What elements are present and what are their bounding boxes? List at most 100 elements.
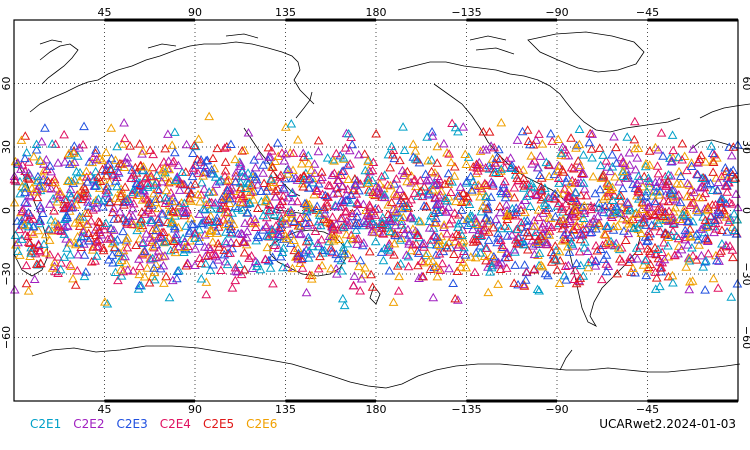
observation-marker (181, 261, 192, 270)
observation-marker (260, 254, 271, 263)
observation-marker (554, 216, 565, 225)
observation-marker (388, 297, 399, 306)
observation-marker (395, 184, 405, 193)
observation-marker (529, 221, 540, 230)
observation-marker (270, 192, 281, 201)
observation-marker (25, 191, 36, 201)
observation-marker (403, 203, 414, 212)
observation-marker (178, 202, 189, 212)
observation-marker (595, 160, 606, 170)
observation-marker (650, 284, 661, 293)
observation-marker (87, 157, 98, 167)
legend: C2E1 C2E2 C2E3 C2E4 C2E5 C2E6 (30, 417, 277, 431)
observation-marker (295, 213, 306, 223)
observation-marker (154, 231, 164, 241)
top-tick-label: 45 (98, 6, 112, 19)
observation-marker (573, 156, 584, 165)
observation-marker (187, 171, 198, 181)
observation-marker (415, 217, 426, 226)
observation-marker (73, 249, 83, 259)
observation-marker (344, 145, 355, 155)
observation-marker (286, 213, 296, 222)
observation-marker (595, 184, 605, 194)
observation-marker (583, 257, 594, 267)
observation-marker (367, 282, 378, 291)
observation-marker (101, 188, 112, 198)
observation-marker (106, 153, 117, 163)
observation-marker (629, 134, 640, 144)
observation-marker (196, 274, 207, 283)
observation-marker (264, 205, 275, 215)
observation-marker (500, 252, 511, 262)
observation-marker (288, 148, 299, 157)
observation-marker (220, 227, 231, 236)
observation-marker (492, 237, 502, 247)
observation-marker (364, 211, 374, 220)
observation-marker (29, 186, 40, 196)
observation-marker (612, 268, 623, 278)
observation-marker (287, 229, 297, 238)
observation-marker (472, 236, 482, 245)
observation-marker (12, 246, 23, 255)
observation-marker (204, 111, 215, 121)
observation-marker (705, 211, 716, 221)
observation-marker (660, 229, 670, 239)
observation-marker (640, 255, 651, 265)
observation-marker (68, 273, 78, 283)
observation-marker (681, 262, 692, 271)
observation-marker (518, 165, 529, 174)
observation-marker (395, 258, 406, 268)
observation-marker (575, 234, 586, 244)
observation-marker (374, 227, 385, 236)
observation-marker (195, 157, 206, 166)
observation-marker (543, 192, 554, 201)
observation-marker (577, 202, 587, 212)
observation-marker (386, 141, 397, 151)
observation-marker (220, 208, 230, 217)
observation-marker (429, 262, 439, 272)
observation-marker (282, 262, 293, 271)
observation-marker (726, 292, 737, 301)
observation-marker (239, 247, 250, 257)
observation-marker (336, 255, 347, 265)
observation-marker (79, 231, 89, 240)
observation-marker (90, 166, 101, 176)
observation-marker (385, 162, 396, 172)
observation-marker (352, 206, 362, 216)
observation-marker (565, 214, 575, 223)
observation-marker (260, 196, 271, 206)
observation-marker (373, 204, 384, 213)
observation-marker (119, 133, 130, 143)
observation-marker (113, 257, 124, 267)
observation-marker (345, 197, 356, 207)
observation-marker (651, 273, 662, 282)
observation-marker (95, 217, 105, 227)
observation-marker (316, 167, 327, 176)
observation-marker (399, 191, 410, 200)
observation-marker (541, 205, 551, 214)
observation-marker (350, 220, 361, 230)
observation-marker (431, 250, 441, 259)
observation-marker (108, 225, 119, 234)
observation-marker (278, 183, 289, 192)
observation-marker (488, 168, 499, 177)
observation-marker (563, 150, 574, 160)
observation-marker (493, 279, 503, 288)
observation-marker (92, 222, 103, 231)
observation-marker (219, 249, 230, 259)
observation-marker (623, 228, 634, 238)
observation-marker (216, 203, 227, 213)
observation-marker (361, 218, 371, 228)
observation-marker (137, 248, 148, 258)
observation-marker (266, 174, 276, 183)
observation-marker (90, 181, 101, 190)
observation-marker (389, 189, 400, 198)
observation-marker (429, 218, 440, 227)
observation-marker (243, 128, 254, 137)
observation-marker (692, 229, 702, 238)
observation-marker (592, 246, 603, 255)
observation-marker (279, 156, 290, 165)
observation-marker (598, 194, 609, 203)
observation-marker (390, 220, 401, 230)
observation-marker (316, 234, 327, 244)
